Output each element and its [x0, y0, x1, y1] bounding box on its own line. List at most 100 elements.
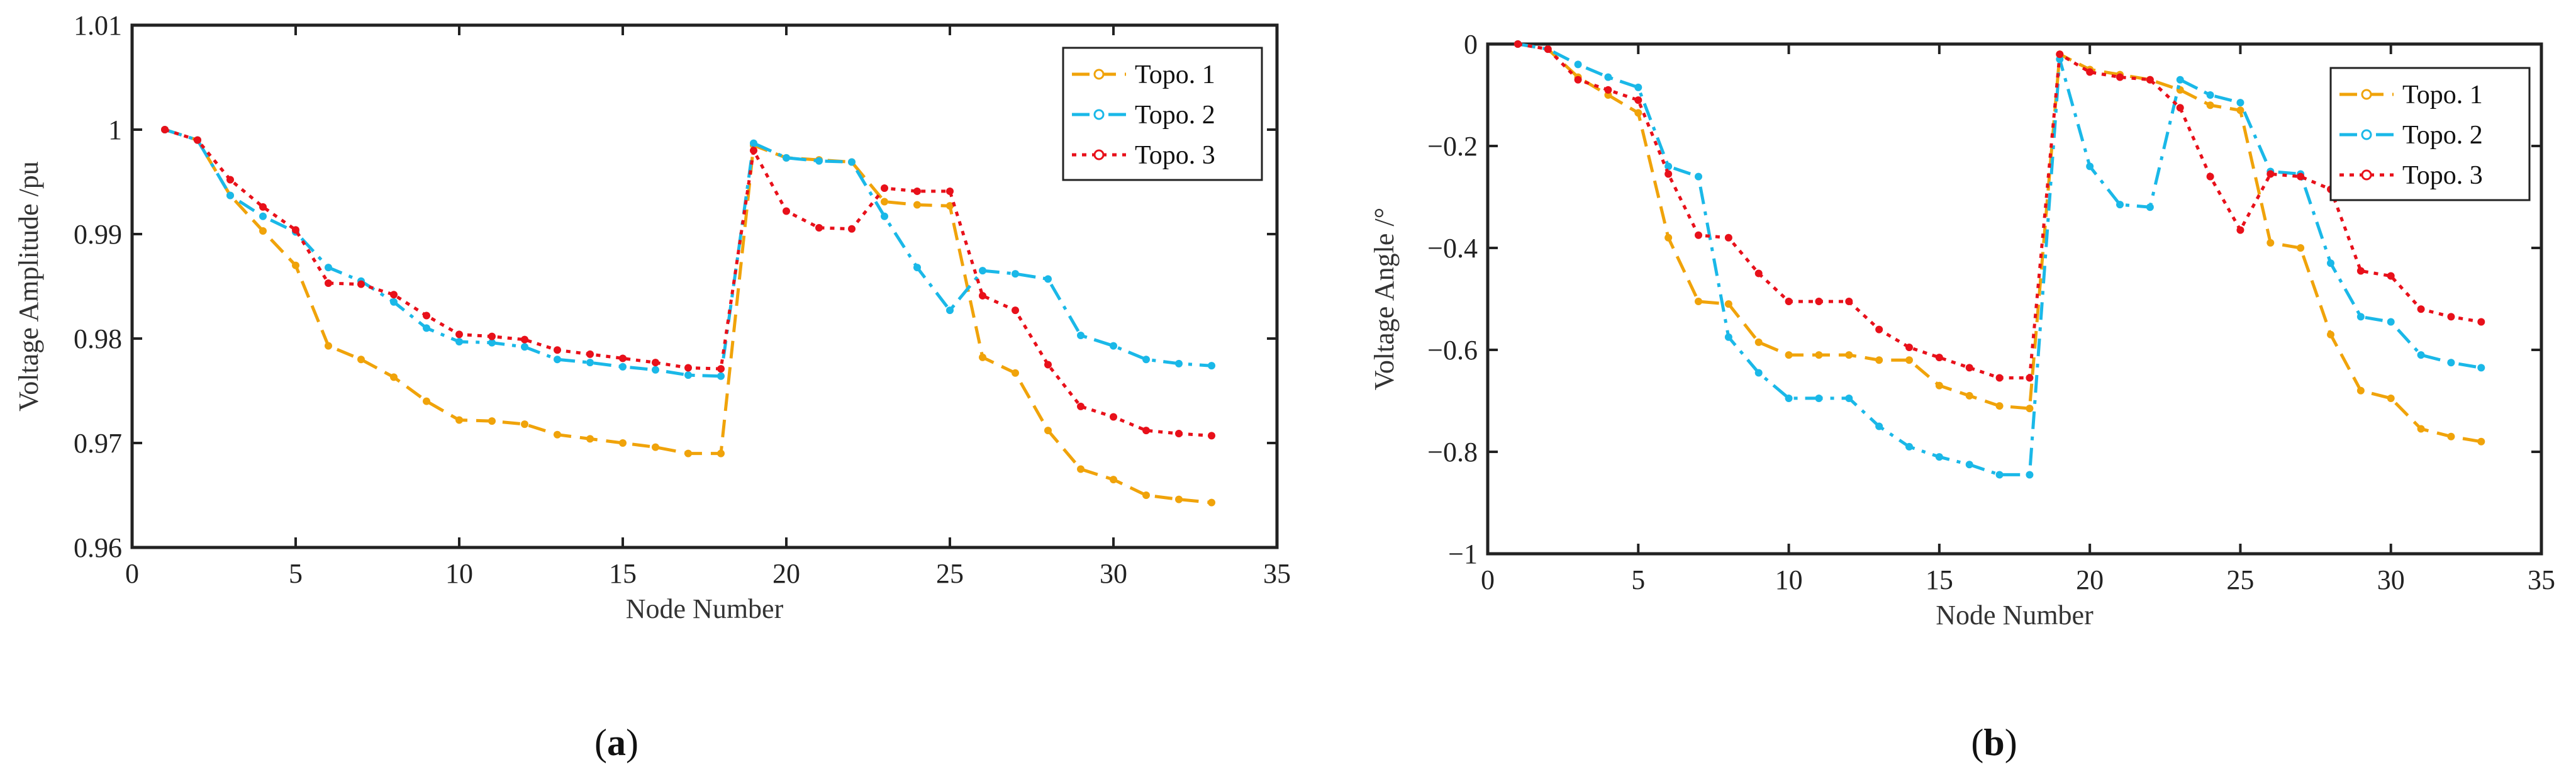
x-tick-label: 20: [2076, 564, 2104, 595]
chart-panel-b: 0 5 10 15 20 25 30 35 −1 −0.8 −0.6 −0.4 −0.2 0 Node Nu…: [1369, 29, 2555, 763]
data-point: [2146, 76, 2154, 84]
data-point: [815, 157, 823, 165]
data-point: [979, 267, 986, 275]
data-point: [1574, 60, 1582, 69]
data-point: [390, 298, 398, 306]
data-point: [1175, 430, 1183, 438]
data-point: [1875, 356, 1883, 364]
x-tick-label: 20: [772, 558, 800, 589]
data-point: [652, 366, 659, 374]
data-point: [1754, 338, 1763, 346]
data-point: [2327, 330, 2334, 339]
data-point: [750, 139, 757, 147]
x-tick-label: 0: [1481, 564, 1495, 595]
data-point: [881, 212, 888, 220]
data-point: [1995, 374, 2004, 382]
data-point: [2116, 201, 2124, 209]
data-point: [2206, 172, 2214, 181]
data-point: [2477, 364, 2485, 372]
data-point: [1935, 381, 1943, 390]
data-point: [1175, 359, 1183, 367]
data-point: [1785, 394, 1793, 402]
data-point: [1695, 172, 1702, 181]
data-point: [2327, 259, 2334, 267]
x-tick-label: 5: [1631, 564, 1645, 595]
x-tick-label: 25: [936, 558, 964, 589]
y-tick-label: 0.97: [74, 428, 122, 459]
data-point: [1754, 369, 1763, 377]
data-point: [292, 226, 299, 234]
data-point: [2026, 374, 2034, 382]
y-tick-label: −0.4: [1427, 233, 1478, 264]
data-point: [1175, 495, 1183, 503]
data-point: [357, 280, 365, 288]
data-point: [292, 261, 299, 269]
data-point: [783, 154, 790, 162]
data-point: [2447, 313, 2455, 321]
data-point: [325, 342, 332, 350]
data-point: [1664, 170, 1673, 178]
data-point: [2236, 226, 2244, 234]
y-tick-label: −1: [1448, 539, 1478, 569]
data-point: [586, 350, 594, 358]
data-point: [2176, 104, 2184, 112]
plot-frame: [130, 23, 1279, 549]
data-point: [1110, 342, 1117, 350]
data-point: [717, 449, 725, 457]
data-point: [717, 372, 725, 380]
panel-label: (a): [594, 722, 638, 763]
data-point: [1012, 270, 1019, 278]
data-point: [423, 324, 430, 332]
data-point: [652, 443, 659, 451]
y-tick-label: −0.8: [1427, 437, 1478, 468]
data-point: [2026, 471, 2034, 479]
data-point: [1815, 394, 1823, 402]
data-point: [946, 306, 954, 315]
data-point: [1634, 109, 1642, 117]
data-point: [652, 359, 659, 367]
data-point: [1935, 354, 1943, 362]
series-1: [161, 126, 1215, 507]
y-tick-label: 0.99: [74, 219, 122, 250]
data-point: [1815, 298, 1823, 306]
data-point: [1012, 306, 1019, 315]
data-point: [2086, 68, 2094, 76]
data-point: [684, 371, 692, 379]
data-point: [194, 136, 201, 144]
data-point: [619, 354, 627, 362]
data-point: [455, 337, 463, 345]
data-point: [913, 187, 921, 195]
data-point: [259, 203, 267, 211]
data-point: [1208, 362, 1215, 370]
data-point: [1664, 162, 1673, 171]
data-point: [554, 430, 561, 439]
legend-marker: [2361, 89, 2372, 100]
data-point: [423, 397, 430, 405]
data-point: [619, 362, 627, 371]
data-point: [1574, 76, 1582, 84]
data-point: [1544, 45, 1552, 53]
data-point: [325, 264, 332, 272]
legend: Topo. 1 Topo. 2 Topo. 3: [1062, 47, 1263, 181]
data-point: [1754, 269, 1763, 278]
data-point: [521, 343, 528, 351]
data-point: [357, 356, 365, 364]
data-point: [586, 435, 594, 443]
data-point: [2417, 305, 2425, 313]
data-point: [2387, 272, 2395, 280]
data-point: [325, 279, 332, 288]
y-axis-title: Voltage Amplitude /pu: [13, 161, 44, 412]
legend: Topo. 1 Topo. 2 Topo. 3: [2329, 67, 2531, 201]
data-point: [1935, 453, 1943, 461]
data-point: [2236, 106, 2244, 115]
data-point: [1208, 432, 1215, 440]
x-tick-label: 30: [1100, 558, 1127, 589]
data-point: [488, 332, 496, 340]
y-tick-label: 0.96: [74, 532, 122, 563]
data-point: [1815, 351, 1823, 359]
data-point: [881, 184, 888, 192]
legend-marker: [2361, 169, 2372, 181]
data-point: [2146, 203, 2154, 211]
data-point: [1965, 364, 1973, 372]
data-point: [1845, 298, 1853, 306]
